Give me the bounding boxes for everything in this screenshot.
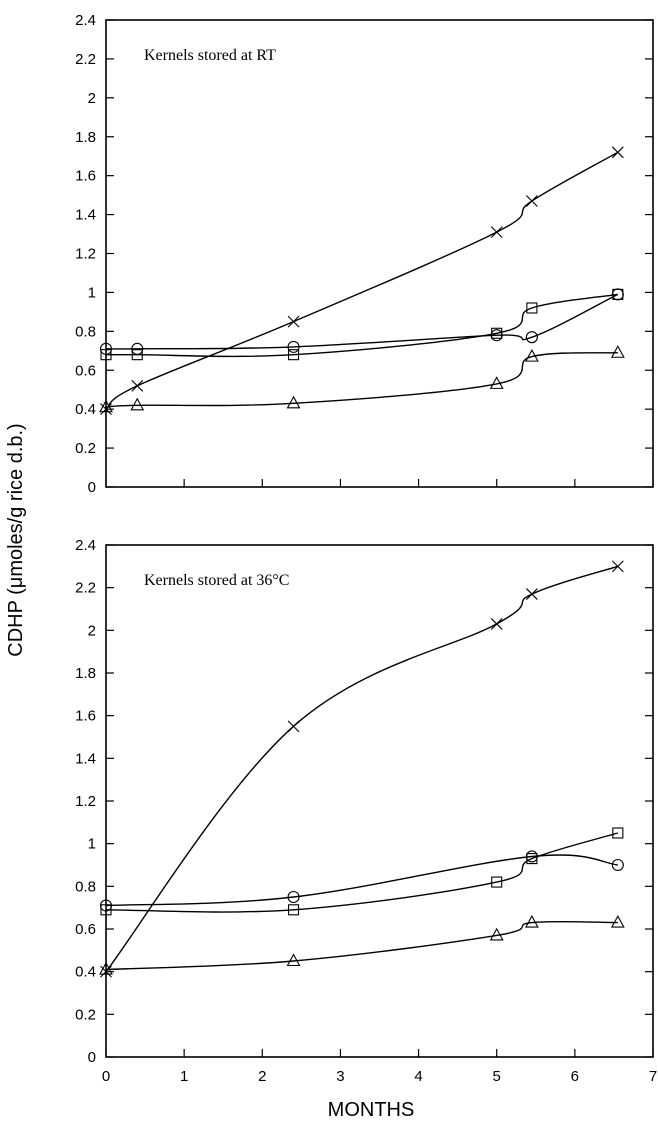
data-point-cross [287, 720, 300, 733]
y-tick-label: 2 [88, 622, 96, 639]
y-tick-label: 1.8 [75, 665, 96, 682]
data-point-circle [611, 858, 624, 872]
data-point-square [526, 302, 538, 314]
series-square [100, 288, 624, 361]
data-point-cross [611, 146, 624, 159]
series-line [105, 565, 619, 973]
x-tick-label: 4 [414, 1068, 422, 1085]
series-line [105, 352, 618, 408]
data-point-square [287, 349, 300, 361]
x-tick-label: 2 [258, 1068, 266, 1085]
data-point-cross [525, 588, 538, 600]
y-tick-label: 0.2 [75, 440, 96, 457]
y-tick-label: 0.6 [75, 362, 96, 379]
y-tick-label: 1.6 [75, 168, 96, 185]
data-point-square [491, 327, 503, 339]
y-tick-label: 0.8 [75, 323, 96, 340]
series-cross [100, 146, 624, 416]
panel-rt: 0 0.2 0.4 0.6 0.8 1 1.2 1.4 1.6 1.8 2 2.2 2.4 Kernels… [75, 12, 654, 496]
data-point-circle [287, 340, 300, 353]
data-point-triangle [286, 953, 301, 967]
data-point-square [100, 349, 112, 361]
data-point-triangle [524, 348, 539, 362]
data-point-triangle [524, 914, 539, 928]
data-point-triangle [610, 914, 625, 928]
series-line [105, 832, 619, 913]
y-tick-label: 0.4 [75, 401, 96, 418]
y-tick-label: 2.4 [75, 12, 96, 29]
y-tick-label: 0 [88, 1049, 96, 1066]
data-point-cross [490, 618, 503, 630]
data-point-circle [525, 331, 538, 344]
data-point-square [612, 827, 624, 839]
x-tick-label: 1 [180, 1068, 188, 1085]
series-line [106, 293, 618, 358]
x-tick-label: 5 [493, 1068, 501, 1085]
series-line [105, 293, 619, 350]
y-tick-label: 2.4 [75, 537, 96, 554]
data-point-cross [490, 226, 503, 238]
data-point-square [100, 904, 112, 916]
series-line [105, 920, 618, 971]
y-tick-label: 0.4 [75, 964, 96, 981]
y-tick-label: 1.2 [75, 793, 96, 810]
data-point-cross [131, 379, 144, 392]
data-point-square [491, 876, 503, 888]
panel-title: Kernels stored at 36°C [144, 572, 289, 589]
data-point-cross [287, 315, 300, 328]
panel-title: Kernels stored at RT [144, 47, 276, 64]
data-point-square [526, 853, 538, 865]
x-tick-label: 0 [102, 1068, 110, 1085]
y-tick-label: 1.4 [75, 207, 96, 224]
y-tick-label: 1.4 [75, 750, 96, 767]
data-point-triangle [99, 399, 113, 413]
data-point-square [287, 904, 300, 916]
panel-36c: 0 0.2 0.4 0.6 0.8 1 1.2 1.4 1.6 1.8 2 2.2 2.4 0 1 2 3 4 5 6… [75, 537, 657, 1085]
series-triangle [99, 914, 625, 975]
plot-frame [105, 544, 654, 1058]
series-line [105, 854, 618, 907]
y-tick-label: 0 [88, 479, 96, 496]
data-point-circle [287, 890, 300, 904]
data-point-cross [525, 195, 538, 207]
y-axis-title: CDHP (μmoles/g rice d.b.) [5, 423, 27, 656]
x-tick-label: 6 [571, 1068, 579, 1085]
series-square [100, 827, 624, 916]
data-point-triangle [99, 961, 113, 975]
series-cross [100, 560, 624, 978]
x-tick-label: 7 [649, 1068, 657, 1085]
y-tick-label: 0.8 [75, 878, 96, 895]
plot-frame [105, 19, 654, 488]
data-point-square [131, 349, 143, 361]
data-point-square [612, 288, 624, 300]
data-point-cross [611, 560, 624, 573]
data-point-triangle [489, 927, 504, 941]
y-tick-label: 0.6 [75, 921, 96, 938]
y-tick-label: 2.2 [75, 51, 96, 68]
data-point-cross [100, 403, 112, 416]
x-tick-label: 3 [336, 1068, 344, 1085]
series-triangle [99, 345, 625, 413]
series-circle [99, 288, 624, 355]
y-tick-label: 1.2 [75, 246, 96, 263]
y-tick-label: 1.6 [75, 708, 96, 725]
y-tick-label: 2.2 [75, 580, 96, 597]
y-tick-label: 1 [88, 284, 96, 301]
data-point-triangle [489, 376, 504, 389]
series-circle [99, 850, 624, 912]
y-tick-label: 1.8 [75, 129, 96, 146]
data-point-triangle [130, 397, 145, 411]
x-axis-title: MONTHS [328, 1099, 415, 1121]
data-point-cross [100, 965, 112, 978]
y-tick-label: 2 [88, 90, 96, 107]
y-tick-label: 0.2 [75, 1006, 96, 1023]
data-point-triangle [610, 345, 625, 358]
y-tick-label: 1 [88, 836, 96, 853]
data-point-triangle [286, 395, 301, 409]
series-line [105, 151, 619, 410]
